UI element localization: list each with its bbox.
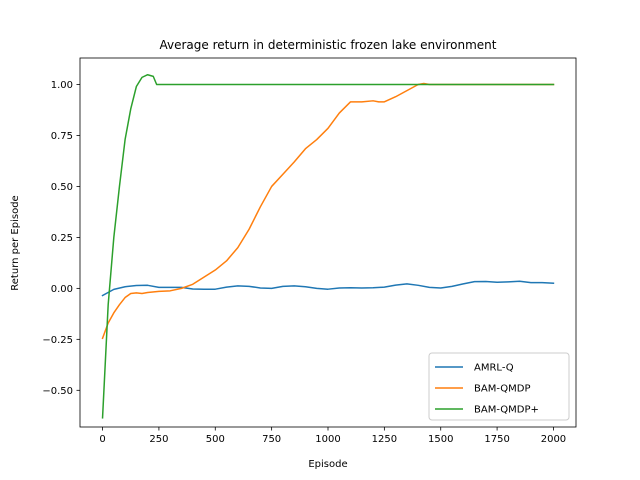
series-line-bam-qmdp bbox=[101, 82, 555, 340]
y-tick-label: −0.50 bbox=[42, 386, 73, 397]
y-tick-label: 0.75 bbox=[51, 131, 73, 142]
legend-label: AMRL-Q bbox=[474, 363, 514, 374]
x-tick-label: 500 bbox=[206, 434, 225, 445]
x-tick-label: 1750 bbox=[484, 434, 509, 445]
legend-label: BAM-QMDP+ bbox=[474, 405, 539, 416]
legend-label: BAM-QMDP bbox=[474, 384, 531, 395]
x-tick-label: 2000 bbox=[541, 434, 566, 445]
x-axis-label: Episode bbox=[308, 459, 347, 470]
y-axis-label: Return per Episode bbox=[10, 195, 21, 290]
x-tick-label: 250 bbox=[149, 434, 168, 445]
series-line-bam-qmdp- bbox=[101, 73, 555, 419]
series-layer bbox=[101, 73, 555, 419]
series-line-amrl-q bbox=[101, 280, 555, 297]
plot-area bbox=[79, 57, 577, 428]
y-tick-label: 0.25 bbox=[51, 233, 73, 244]
x-tick-label: 750 bbox=[262, 434, 281, 445]
y-tick-label: 0.50 bbox=[51, 182, 73, 193]
legend-box bbox=[428, 352, 570, 421]
y-axis-ticks: −0.50 −0.25 0.00 0.25 0.50 0.75 1.00 bbox=[42, 80, 80, 397]
x-tick-label: 0 bbox=[99, 434, 105, 445]
x-tick-label: 1500 bbox=[428, 434, 453, 445]
x-axis-ticks: 0 250 500 750 1000 1250 1500 1750 2000 bbox=[99, 427, 566, 445]
y-tick-label: 0.00 bbox=[51, 284, 73, 295]
legend: AMRL-Q BAM-QMDP BAM-QMDP+ bbox=[428, 352, 570, 421]
x-tick-label: 1000 bbox=[315, 434, 340, 445]
x-tick-label: 1250 bbox=[372, 434, 397, 445]
chart-title: Average return in deterministic frozen l… bbox=[160, 38, 497, 52]
y-tick-label: −0.25 bbox=[42, 335, 73, 346]
y-tick-label: 1.00 bbox=[51, 80, 73, 91]
